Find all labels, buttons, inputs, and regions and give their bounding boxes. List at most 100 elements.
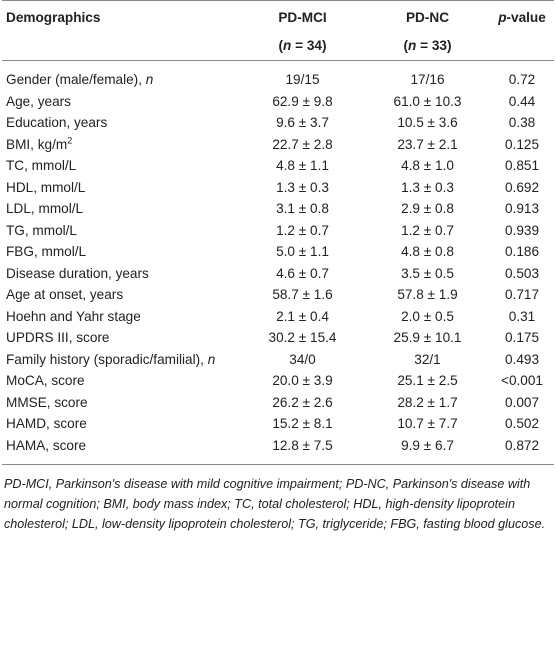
table-cell: Education, years — [2, 112, 240, 134]
cell-text: 25.1 ± 2.5 — [397, 373, 458, 389]
table-row: LDL, mmol/L 3.1 ± 0.8 2.9 ± 0.8 0.913 — [2, 198, 554, 220]
table-cell: 0.717 — [490, 284, 554, 306]
cell-text: 0.44 — [508, 93, 536, 109]
cell-text: MoCA, score — [6, 373, 85, 389]
header-cell: PD-NC — [365, 0, 490, 31]
cell-text: 5.0 ± 1.1 — [276, 244, 329, 260]
cell-text: HAMA, score — [6, 437, 87, 453]
cell-text: TC, mmol/L — [6, 158, 77, 174]
table-cell: 25.9 ± 10.1 — [365, 327, 490, 349]
header-text: n — [283, 38, 292, 53]
table-cell: Disease duration, years — [2, 263, 240, 285]
table-cell: 22.7 ± 2.8 — [240, 134, 365, 156]
cell-text: 4.8 ± 1.0 — [401, 158, 454, 174]
table-cell: 10.5 ± 3.6 — [365, 112, 490, 134]
cell-text: 28.2 ± 1.7 — [397, 394, 458, 410]
table-cell: Hoehn and Yahr stage — [2, 306, 240, 328]
table-cell: 0.493 — [490, 349, 554, 371]
table-row: Hoehn and Yahr stage 2.1 ± 0.4 2.0 ± 0.5 0.… — [2, 306, 554, 328]
cell-text: Family history (sporadic/familial), — [6, 351, 208, 367]
header-cell: Demographics — [2, 0, 240, 31]
cell-text: 20.0 ± 3.9 — [272, 373, 333, 389]
cell-text: n — [145, 72, 154, 88]
cell-text: 0.72 — [508, 72, 536, 88]
table-cell: MoCA, score — [2, 370, 240, 392]
cell-text: HDL, mmol/L — [6, 179, 86, 195]
header-text: = 33) — [416, 38, 452, 53]
header-cell — [490, 31, 554, 61]
cell-text: 0.493 — [504, 351, 540, 367]
cell-text: 1.2 ± 0.7 — [401, 222, 454, 238]
table-cell: 0.72 — [490, 61, 554, 91]
table-cell: 0.175 — [490, 327, 554, 349]
cell-text: 12.8 ± 7.5 — [272, 437, 333, 453]
cell-text: n — [207, 351, 216, 367]
table-cell: 4.8 ± 1.0 — [365, 155, 490, 177]
table-cell: 3.1 ± 0.8 — [240, 198, 365, 220]
cell-text: Education, years — [6, 115, 108, 131]
table-cell: UPDRS III, score — [2, 327, 240, 349]
cell-text: 61.0 ± 10.3 — [393, 93, 462, 109]
table-cell: 1.3 ± 0.3 — [240, 177, 365, 199]
cell-text: Age at onset, years — [6, 287, 124, 303]
cell-text: 0.913 — [504, 201, 540, 217]
cell-text: MMSE, score — [6, 394, 88, 410]
table-cell: Family history (sporadic/familial), n — [2, 349, 240, 371]
table-cell: 9.6 ± 3.7 — [240, 112, 365, 134]
header-cell — [2, 31, 240, 61]
cell-text: 0.717 — [504, 287, 540, 303]
header-text: p — [498, 10, 507, 25]
cell-text: 0.503 — [504, 265, 540, 281]
table-row: Family history (sporadic/familial), n 34/… — [2, 349, 554, 371]
header-text: PD-NC — [405, 10, 450, 25]
table-cell: 3.5 ± 0.5 — [365, 263, 490, 285]
table-cell: 58.7 ± 1.6 — [240, 284, 365, 306]
table-cell: 2.1 ± 0.4 — [240, 306, 365, 328]
cell-text: 15.2 ± 8.1 — [272, 416, 333, 432]
cell-text: 0.502 — [504, 416, 540, 432]
table-cell: 57.8 ± 1.9 — [365, 284, 490, 306]
table-cell: Gender (male/female), n — [2, 61, 240, 91]
cell-text: 4.8 ± 1.1 — [276, 158, 329, 174]
table-cell: 1.3 ± 0.3 — [365, 177, 490, 199]
table-cell: 0.851 — [490, 155, 554, 177]
table-cell: 23.7 ± 2.1 — [365, 134, 490, 156]
table-row: Education, years 9.6 ± 3.7 10.5 ± 3.6 0.38 — [2, 112, 554, 134]
cell-text: 2.0 ± 0.5 — [401, 308, 454, 324]
table-cell: HDL, mmol/L — [2, 177, 240, 199]
cell-text: 17/16 — [410, 72, 445, 88]
table-cell: TC, mmol/L — [2, 155, 240, 177]
table-row: Gender (male/female), n 19/15 17/16 0.72 — [2, 61, 554, 91]
table-row: TC, mmol/L 4.8 ± 1.1 4.8 ± 1.0 0.851 — [2, 155, 554, 177]
page: Demographics PD-MCI PD-NC p-value (n = 3… — [2, 0, 554, 531]
cell-text: 62.9 ± 9.8 — [272, 93, 333, 109]
cell-text: 32/1 — [414, 351, 441, 367]
table-cell: 17/16 — [365, 61, 490, 91]
cell-text: 22.7 ± 2.8 — [272, 136, 333, 152]
table-row: HDL, mmol/L 1.3 ± 0.3 1.3 ± 0.3 0.692 — [2, 177, 554, 199]
table-cell: 28.2 ± 1.7 — [365, 392, 490, 414]
table-cell: 61.0 ± 10.3 — [365, 91, 490, 113]
header-cell: p-value — [490, 0, 554, 31]
cell-text: 0.175 — [504, 330, 540, 346]
cell-text: FBG, mmol/L — [6, 244, 87, 260]
table-cell: FBG, mmol/L — [2, 241, 240, 263]
table-cell: 20.0 ± 3.9 — [240, 370, 365, 392]
cell-text: 10.7 ± 7.7 — [397, 416, 458, 432]
table-cell: Age at onset, years — [2, 284, 240, 306]
table-cell: 4.6 ± 0.7 — [240, 263, 365, 285]
table-cell: 2.0 ± 0.5 — [365, 306, 490, 328]
table-cell: 4.8 ± 1.1 — [240, 155, 365, 177]
table-row: Age, years 62.9 ± 9.8 61.0 ± 10.3 0.44 — [2, 91, 554, 113]
cell-text: 0.186 — [504, 244, 540, 260]
header-text: Demographics — [6, 10, 101, 25]
table-row: Disease duration, years 4.6 ± 0.7 3.5 ± 0.… — [2, 263, 554, 285]
header-text: ( — [278, 38, 284, 53]
data-table: Demographics PD-MCI PD-NC p-value (n = 3… — [2, 0, 554, 465]
cell-text: 2 — [67, 135, 73, 146]
table-row: HAMD, score 15.2 ± 8.1 10.7 ± 7.7 0.502 — [2, 413, 554, 435]
header-cell: PD-MCI — [240, 0, 365, 31]
cell-text: 1.3 ± 0.3 — [276, 179, 329, 195]
table-row: BMI, kg/m2 22.7 ± 2.8 23.7 ± 2.1 0.125 — [2, 134, 554, 156]
table-row: TG, mmol/L 1.2 ± 0.7 1.2 ± 0.7 0.939 — [2, 220, 554, 242]
